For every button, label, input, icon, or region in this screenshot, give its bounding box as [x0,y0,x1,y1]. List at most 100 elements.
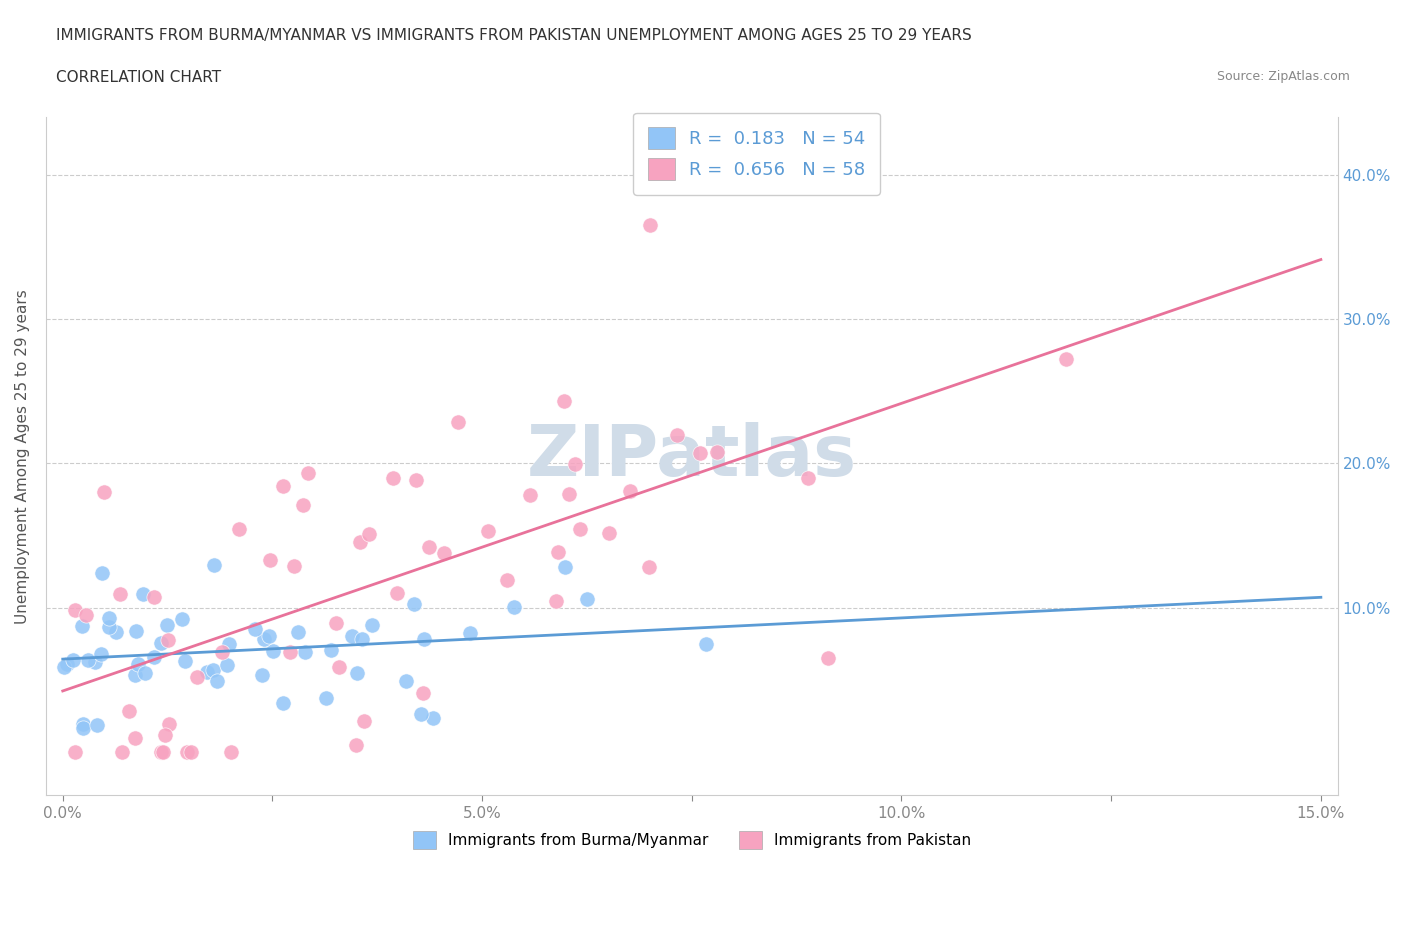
Point [344,737,367,752]
Point [496,573,519,588]
Point [98,610,121,625]
Point [638,560,661,575]
Point [197,664,219,679]
Point [558,486,581,501]
Point [291,498,314,512]
Point [297,465,319,480]
Point [245,621,267,636]
Point [118,703,141,718]
Point [228,522,250,537]
Point [125,623,148,638]
Point [180,745,202,760]
Point [174,654,197,669]
Point [72,720,94,735]
Point [357,526,380,541]
Point [382,471,405,485]
Point [157,716,180,731]
Point [176,745,198,760]
Text: CORRELATION CHART: CORRELATION CHART [56,70,221,85]
Legend: Immigrants from Burma/Myanmar, Immigrants from Pakistan: Immigrants from Burma/Myanmar, Immigrant… [406,825,977,856]
Point [271,696,294,711]
Point [460,625,482,640]
Point [98,619,121,634]
Point [402,596,425,611]
Point [257,629,280,644]
Point [598,525,620,540]
Point [124,667,146,682]
Point [554,559,576,574]
Point [262,644,284,658]
Point [93,485,115,499]
Point [86,718,108,733]
Point [172,611,194,626]
Point [352,631,374,646]
Point [353,714,375,729]
Text: Source: ZipAtlas.com: Source: ZipAtlas.com [1216,70,1350,83]
Point [218,637,240,652]
Point [111,745,134,760]
Point [75,608,97,623]
Point [253,631,276,646]
Point [361,618,384,633]
Text: ZIPatlas: ZIPatlas [527,422,856,491]
Point [134,665,156,680]
Point [271,479,294,494]
Point [202,663,225,678]
Point [250,668,273,683]
Point [346,666,368,681]
Point [124,731,146,746]
Point [294,645,316,660]
Point [143,590,166,604]
Point [219,745,242,760]
Point [62,653,84,668]
Point [575,591,598,606]
Point [638,218,661,232]
Point [52,660,75,675]
Point [1054,352,1077,366]
Point [546,593,568,608]
Point [405,472,427,487]
Point [152,745,174,760]
Point [105,624,128,639]
Point [689,445,711,460]
Point [287,625,309,640]
Point [519,487,541,502]
Point [569,521,592,536]
Point [325,615,347,630]
Point [156,618,179,632]
Point [72,717,94,732]
Point [70,618,93,633]
Point [156,632,179,647]
Point [817,650,839,665]
Point [446,415,468,430]
Point [319,643,342,658]
Point [328,659,350,674]
Point [695,636,717,651]
Point [564,457,586,472]
Point [90,565,112,580]
Text: IMMIGRANTS FROM BURMA/MYANMAR VS IMMIGRANTS FROM PAKISTAN UNEMPLOYMENT AMONG AGE: IMMIGRANTS FROM BURMA/MYANMAR VS IMMIGRA… [56,28,972,43]
Point [477,524,499,538]
Point [77,653,100,668]
Point [706,445,728,459]
Point [65,745,87,760]
Point [132,586,155,601]
Point [186,670,208,684]
Point [142,650,165,665]
Point [619,484,641,498]
Point [797,470,820,485]
Point [412,685,434,700]
Point [150,745,173,760]
Y-axis label: Unemployment Among Ages 25 to 29 years: Unemployment Among Ages 25 to 29 years [15,289,30,624]
Point [395,673,418,688]
Point [149,636,172,651]
Point [553,393,575,408]
Point [63,603,86,618]
Point [259,552,281,567]
Point [315,690,337,705]
Point [127,657,149,671]
Point [207,673,229,688]
Point [418,539,440,554]
Point [433,545,456,560]
Point [422,711,444,725]
